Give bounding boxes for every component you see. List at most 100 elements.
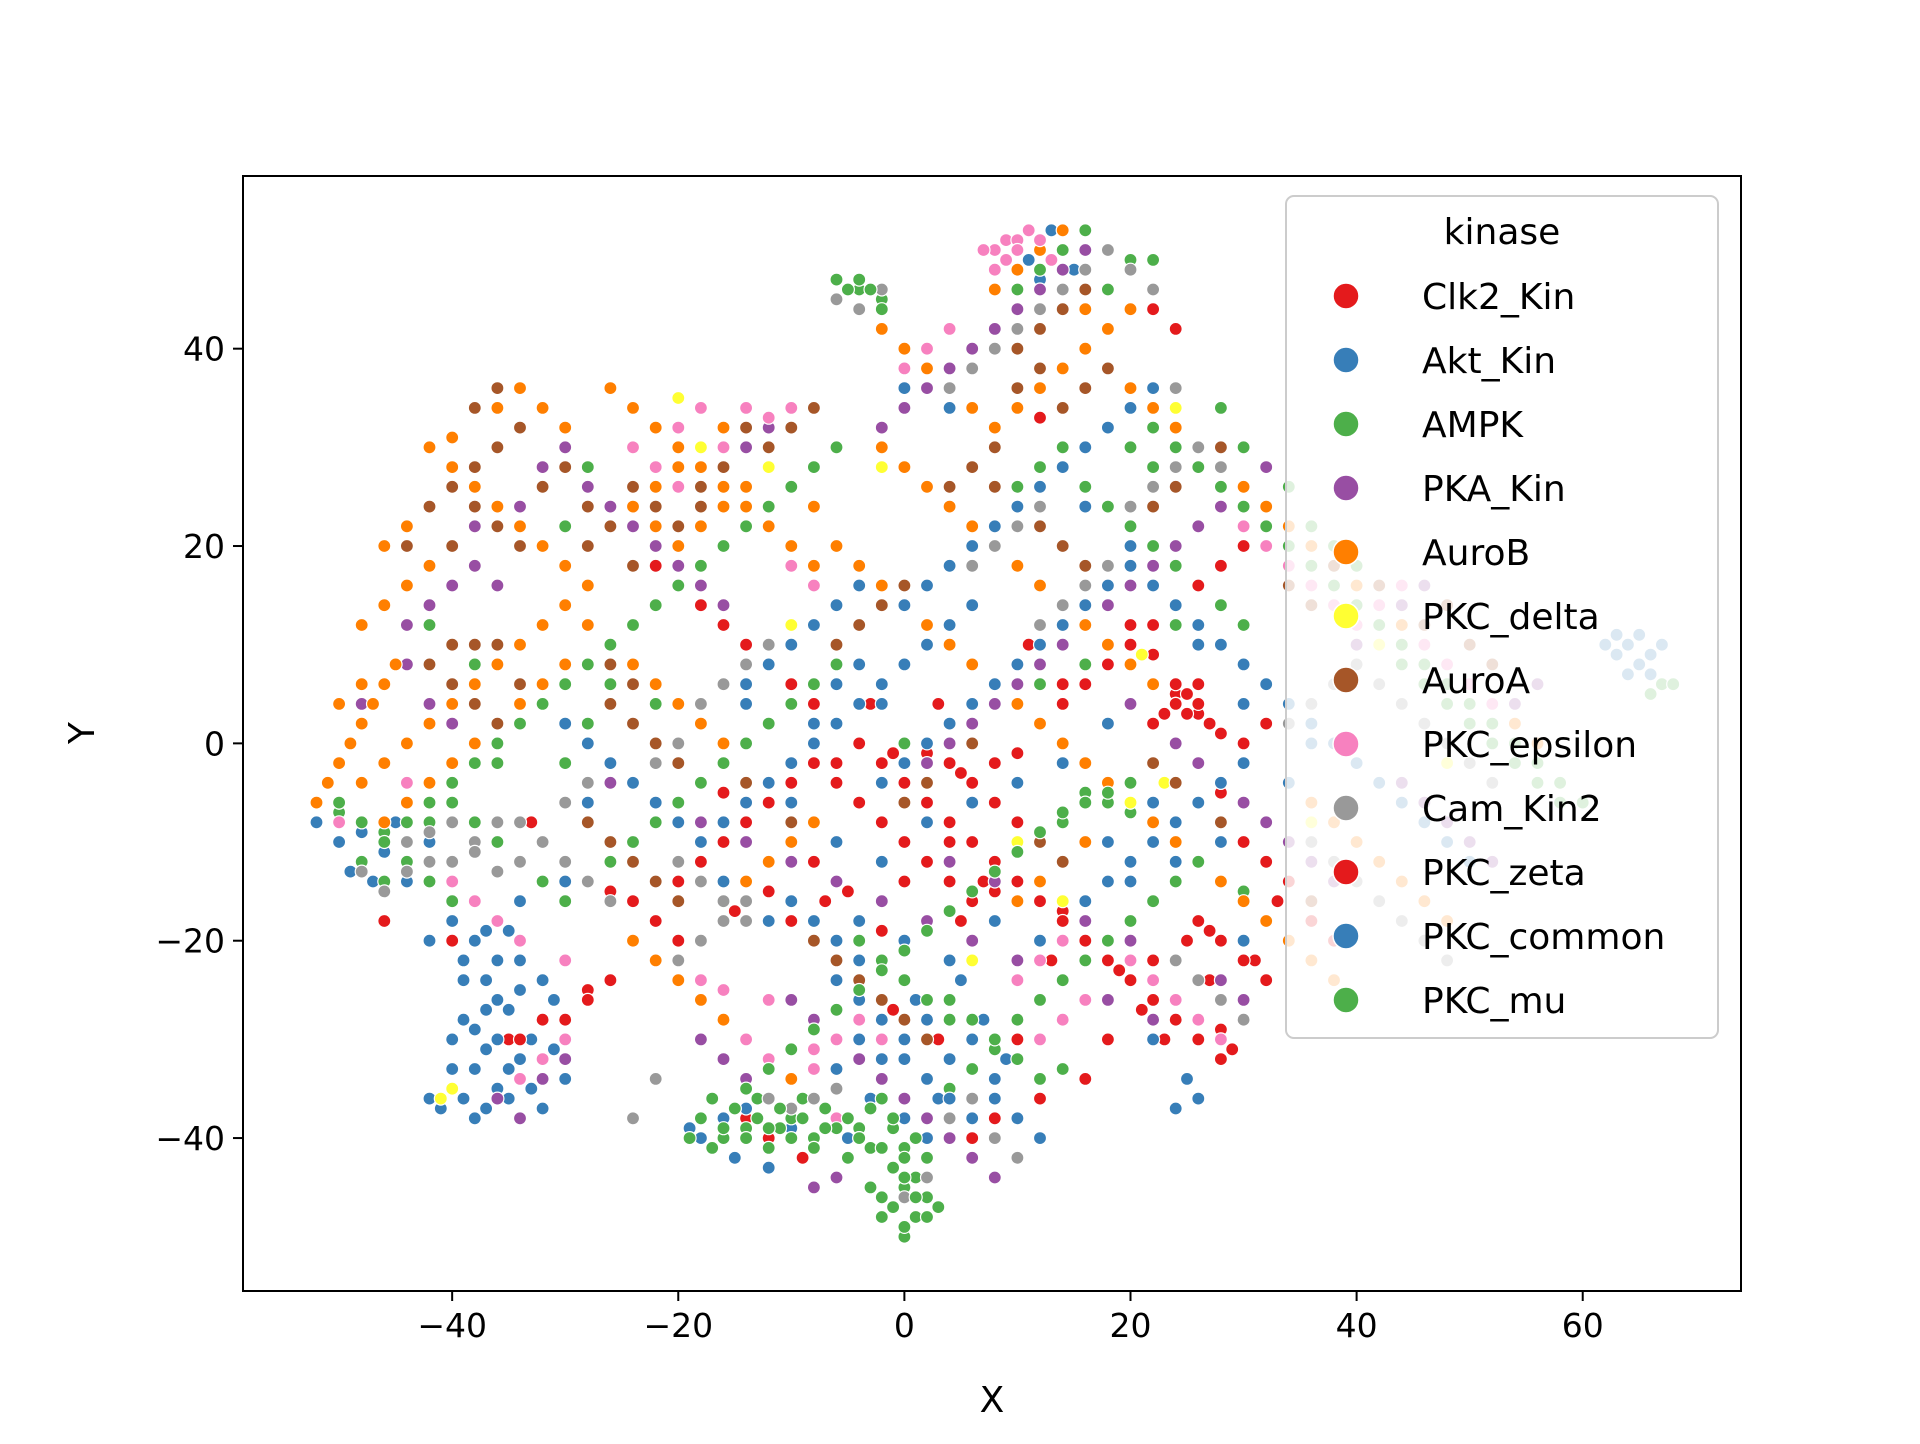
data-point <box>1100 242 1116 258</box>
legend-marker <box>1332 410 1360 438</box>
data-point <box>467 479 482 494</box>
data-point <box>1168 420 1183 435</box>
data-point <box>942 361 957 376</box>
data-point <box>1236 617 1251 633</box>
data-point <box>716 874 731 889</box>
data-point <box>1202 923 1217 938</box>
data-point <box>648 499 663 514</box>
data-point <box>942 953 957 968</box>
data-point <box>761 1140 776 1156</box>
data-point <box>1100 953 1116 968</box>
data-point <box>1010 894 1025 909</box>
data-point <box>1145 460 1161 475</box>
data-point <box>445 479 460 494</box>
data-point <box>648 420 663 435</box>
data-point <box>467 755 482 771</box>
data-point <box>761 992 776 1008</box>
data-point <box>829 1032 844 1047</box>
data-point <box>558 755 573 771</box>
data-point <box>942 736 957 751</box>
data-point <box>784 677 799 692</box>
data-point <box>558 598 573 613</box>
data-point <box>965 538 980 554</box>
data-point <box>648 519 663 534</box>
data-point <box>479 923 494 938</box>
data-point <box>445 696 460 712</box>
data-point <box>1236 1012 1251 1027</box>
data-point <box>377 884 392 899</box>
legend-label: PKC_zeta <box>1422 853 1586 894</box>
data-point <box>1236 834 1251 850</box>
data-point <box>919 361 935 376</box>
data-point <box>919 381 935 396</box>
data-point <box>965 1130 980 1146</box>
data-point <box>512 519 528 534</box>
data-point <box>445 933 460 948</box>
data-point <box>1168 736 1183 751</box>
data-point <box>693 933 709 948</box>
legend-title: kinase <box>1444 212 1561 253</box>
data-point <box>931 1199 946 1215</box>
data-point <box>987 341 1002 356</box>
data-point <box>738 775 754 790</box>
data-point <box>874 440 889 455</box>
data-point <box>648 1071 663 1087</box>
data-point <box>693 854 709 869</box>
data-point <box>1055 598 1070 613</box>
data-point <box>422 933 437 948</box>
data-point <box>603 755 618 771</box>
data-point <box>625 657 641 672</box>
data-point <box>874 1140 889 1156</box>
data-point <box>738 499 754 514</box>
data-point <box>580 795 595 810</box>
data-point <box>874 1209 889 1225</box>
data-point <box>1179 933 1195 948</box>
data-point <box>1055 677 1070 692</box>
data-point <box>897 874 912 889</box>
data-point <box>761 440 776 455</box>
data-point <box>987 440 1002 455</box>
data-point <box>625 775 641 790</box>
data-point <box>648 696 663 712</box>
legend-label: AuroB <box>1422 533 1530 574</box>
data-point <box>1191 440 1206 455</box>
data-point <box>919 1071 935 1087</box>
data-point <box>1044 252 1059 267</box>
data-point <box>852 982 867 998</box>
data-point <box>1100 1032 1116 1047</box>
data-point <box>399 736 414 751</box>
data-point <box>422 598 437 613</box>
data-point <box>1259 677 1274 692</box>
data-point <box>874 854 889 869</box>
data-point <box>603 775 618 790</box>
data-point <box>874 677 889 692</box>
data-point <box>1213 726 1229 741</box>
data-point <box>1078 933 1093 948</box>
data-point <box>1123 913 1138 929</box>
data-point <box>1100 637 1116 652</box>
data-point <box>919 775 935 790</box>
data-point <box>1145 252 1161 267</box>
data-point <box>467 815 482 830</box>
data-point <box>1032 1130 1048 1146</box>
data-point <box>603 696 618 712</box>
data-point <box>445 795 460 810</box>
data-point <box>671 894 686 909</box>
data-point <box>693 440 709 455</box>
data-point <box>1191 1032 1206 1047</box>
data-point <box>580 538 595 554</box>
data-point <box>738 479 754 494</box>
data-point <box>580 736 595 751</box>
data-point <box>1078 578 1093 593</box>
data-point <box>885 1160 901 1175</box>
data-point <box>1032 953 1048 968</box>
data-point <box>399 815 414 830</box>
data-point <box>467 1061 482 1077</box>
data-point <box>829 933 844 948</box>
data-point <box>784 854 799 869</box>
y-axis-label: Y <box>62 721 103 745</box>
data-point <box>942 558 957 573</box>
data-point <box>1168 815 1183 830</box>
data-point <box>919 923 935 938</box>
data-point <box>784 795 799 810</box>
